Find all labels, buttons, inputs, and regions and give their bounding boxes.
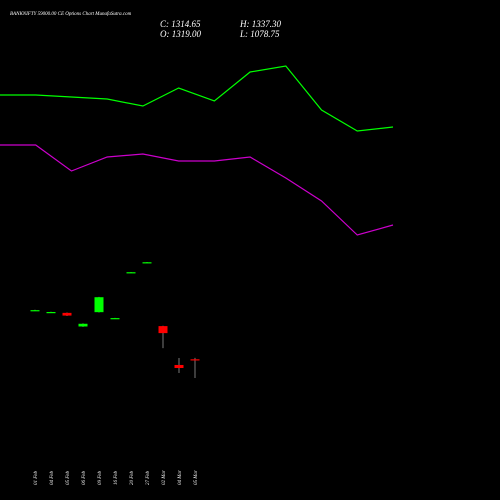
- chart-title: BANKNIFTY 59000.00 CE Options Chart Muna…: [10, 12, 132, 17]
- candle-body: [30, 310, 40, 312]
- candle-body: [46, 312, 56, 314]
- close-label: C: 1314.65: [160, 19, 201, 29]
- x-tick-label: 02 Mar: [162, 470, 167, 485]
- low-label: L: 1078.75: [239, 29, 280, 39]
- indicator-line: [0, 144, 394, 236]
- candle-body: [174, 364, 184, 369]
- candle-body: [190, 359, 200, 361]
- x-tick-label: 20 Feb: [130, 470, 135, 485]
- candle-body: [110, 318, 120, 320]
- candle-body: [78, 323, 88, 327]
- x-tick-label: 05 Feb: [66, 470, 71, 485]
- candle-body: [142, 262, 152, 264]
- x-tick-label: 16 Feb: [114, 470, 119, 485]
- candle-body: [158, 326, 168, 334]
- x-tick-label: 01 Feb: [34, 470, 39, 485]
- open-label: O: 1319.00: [160, 29, 201, 39]
- indicator-line: [0, 65, 394, 132]
- x-tick-label: 09 Feb: [98, 470, 103, 485]
- candle-body: [126, 272, 136, 274]
- candle-body: [94, 297, 104, 313]
- x-tick-label: 27 Feb: [146, 470, 151, 485]
- x-tick-label: 06 Feb: [82, 470, 87, 485]
- x-tick-label: 04 Feb: [50, 470, 55, 485]
- high-label: H: 1337.30: [239, 19, 281, 29]
- x-tick-label: 05 Mar: [194, 470, 199, 485]
- candle-body: [62, 312, 72, 316]
- x-tick-label: 04 Mar: [178, 470, 183, 485]
